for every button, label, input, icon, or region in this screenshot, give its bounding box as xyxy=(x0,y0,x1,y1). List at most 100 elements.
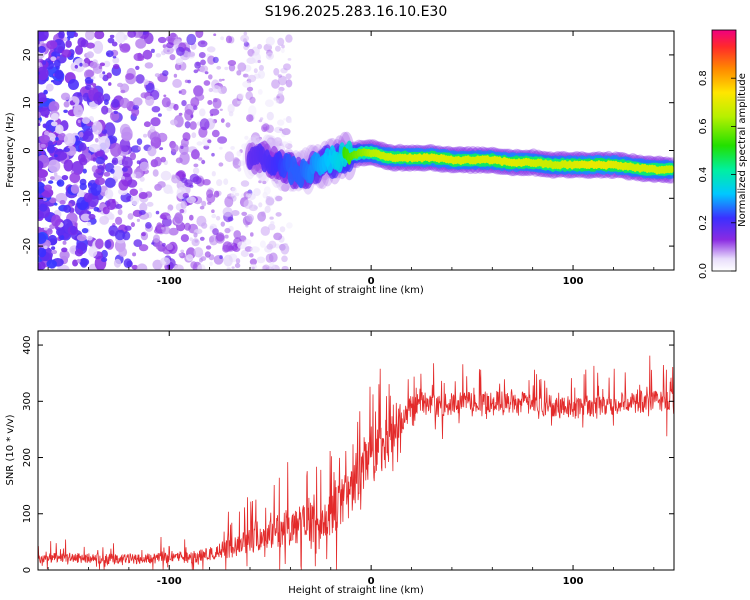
noise-blob xyxy=(218,78,223,82)
noise-blob xyxy=(181,100,187,107)
noise-blob xyxy=(133,239,143,248)
noise-blob xyxy=(112,57,120,64)
noise-blob xyxy=(137,146,141,151)
noise-blob xyxy=(38,66,49,81)
noise-blob xyxy=(211,152,215,157)
noise-blob xyxy=(255,137,261,142)
noise-blob xyxy=(71,247,75,253)
noise-blob xyxy=(269,216,274,220)
noise-blob xyxy=(190,114,194,118)
noise-blob xyxy=(94,177,106,186)
noise-blob xyxy=(104,122,116,137)
noise-blob xyxy=(55,137,59,141)
noise-blob xyxy=(219,108,223,112)
noise-blob xyxy=(159,147,164,151)
snr-background xyxy=(38,331,674,570)
noise-blob xyxy=(253,188,261,197)
noise-blob xyxy=(156,228,163,234)
noise-blob xyxy=(47,144,56,154)
y-tick-label: 0 xyxy=(22,147,33,153)
noise-blob xyxy=(85,31,95,41)
noise-blob xyxy=(160,170,172,181)
noise-blob xyxy=(203,80,211,86)
noise-blob xyxy=(48,180,54,184)
noise-blob xyxy=(180,88,187,96)
noise-blob xyxy=(281,265,289,270)
noise-blob xyxy=(131,264,139,270)
noise-blob xyxy=(79,183,87,191)
noise-blob xyxy=(59,200,66,205)
noise-blob xyxy=(179,143,189,155)
noise-blob xyxy=(273,97,278,101)
noise-blob xyxy=(38,177,43,183)
noise-blob xyxy=(244,135,249,140)
figure-title: S196.2025.283.16.10.E30 xyxy=(265,4,448,20)
noise-blob xyxy=(46,40,58,50)
noise-blob xyxy=(219,255,223,260)
noise-blob xyxy=(54,151,68,161)
noise-blob xyxy=(205,245,212,250)
noise-blob xyxy=(112,55,117,59)
noise-blob xyxy=(247,74,257,83)
noise-blob xyxy=(213,33,217,36)
x-tick-label: 100 xyxy=(563,276,584,287)
noise-blob xyxy=(233,230,241,239)
noise-blob xyxy=(255,173,262,178)
noise-blob xyxy=(43,198,47,202)
noise-blob xyxy=(152,169,159,177)
noise-blob xyxy=(225,122,231,128)
noise-blob xyxy=(158,36,167,44)
snr-x-label: Height of straight line (km) xyxy=(288,585,424,596)
noise-blob xyxy=(38,46,46,53)
noise-blob xyxy=(79,157,88,166)
noise-blob xyxy=(198,157,203,161)
noise-blob xyxy=(44,130,50,136)
noise-blob xyxy=(222,207,233,217)
noise-blob xyxy=(176,46,185,57)
snr-y-label: SNR (10 * v/v) xyxy=(5,414,16,485)
y-tick-label: 20 xyxy=(22,49,33,62)
noise-blob xyxy=(242,80,252,88)
y-tick-label: -20 xyxy=(22,238,33,254)
noise-blob xyxy=(104,189,114,199)
noise-blob xyxy=(172,78,183,88)
x-tick-label: -100 xyxy=(157,276,182,287)
noise-blob xyxy=(87,235,93,241)
noise-blob xyxy=(98,135,111,151)
noise-blob xyxy=(92,83,97,88)
spectrogram-marks xyxy=(38,31,674,270)
noise-blob xyxy=(51,121,58,127)
noise-blob xyxy=(85,69,95,78)
noise-blob xyxy=(150,117,161,127)
noise-blob xyxy=(272,177,276,182)
noise-blob xyxy=(89,61,98,69)
noise-blob xyxy=(201,222,208,229)
noise-blob xyxy=(143,79,149,85)
noise-blob xyxy=(257,43,263,50)
noise-blob xyxy=(248,253,254,258)
noise-blob xyxy=(249,96,256,104)
noise-blob xyxy=(48,101,60,112)
noise-blob xyxy=(38,160,44,171)
noise-blob xyxy=(212,98,222,109)
noise-blob xyxy=(105,50,114,58)
noise-blob xyxy=(101,257,108,263)
noise-blob xyxy=(86,42,95,49)
colorbar-gradient xyxy=(711,29,737,272)
noise-blob xyxy=(277,89,283,96)
y-tick-label: 100 xyxy=(22,504,33,523)
noise-blob xyxy=(93,91,104,105)
noise-blob xyxy=(112,63,120,70)
noise-blob xyxy=(130,222,135,228)
spectrogram-y-ticks: -20 -10 0 10 20 xyxy=(22,49,674,254)
noise-blob xyxy=(237,93,244,100)
noise-blob xyxy=(43,227,49,231)
noise-blob xyxy=(192,176,202,185)
noise-blob xyxy=(63,109,68,114)
noise-blob xyxy=(82,130,94,142)
noise-blob xyxy=(155,53,162,58)
noise-blob xyxy=(262,180,267,185)
noise-blob xyxy=(224,66,229,71)
noise-blob xyxy=(121,131,133,141)
